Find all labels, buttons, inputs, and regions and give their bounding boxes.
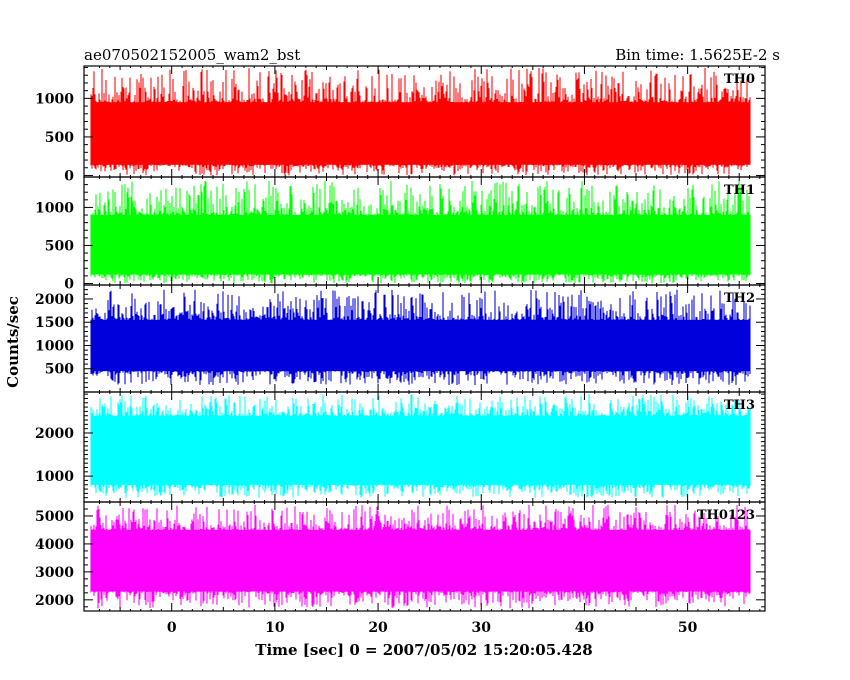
series-th0123 — [90, 504, 751, 609]
y-tick-label: 3000 — [35, 565, 74, 581]
panel-label-th0: TH0 — [724, 72, 755, 87]
y-tick-label: 2000 — [35, 593, 74, 609]
series-th1 — [90, 180, 751, 284]
y-tick-label: 4000 — [35, 537, 74, 553]
x-tick-label: 10 — [265, 620, 285, 636]
x-tick-label: 0 — [167, 620, 177, 636]
y-tick-label: 2000 — [35, 292, 74, 308]
y-axis-label: Counts/sec — [4, 296, 22, 388]
panels-group: TH005001000TH105001000TH2500100015002000… — [35, 65, 766, 636]
panel-label-th2: TH2 — [724, 291, 755, 306]
x-tick-label: 20 — [368, 620, 388, 636]
y-tick-label: 500 — [45, 130, 74, 146]
y-tick-label: 1000 — [35, 200, 74, 216]
y-tick-label: 500 — [45, 238, 74, 254]
y-tick-label: 1000 — [35, 469, 74, 485]
panel-label-th3: TH3 — [724, 398, 755, 413]
y-tick-label: 1500 — [35, 315, 74, 331]
y-tick-label: 0 — [64, 276, 74, 292]
series-th2 — [90, 289, 751, 385]
y-tick-label: 2000 — [35, 426, 74, 442]
y-tick-label: 0 — [64, 168, 74, 184]
y-tick-label: 1000 — [35, 338, 74, 354]
y-tick-label: 5000 — [35, 509, 74, 525]
x-axis-label: Time [sec] 0 = 2007/05/02 15:20:05.428 — [255, 641, 592, 659]
series-th0 — [90, 67, 751, 176]
y-tick-label: 1000 — [35, 91, 74, 107]
y-tick-label: 500 — [45, 362, 74, 378]
x-tick-label: 40 — [575, 620, 595, 636]
panel-label-th1: TH1 — [724, 183, 755, 198]
panel-label-th0123: TH0123 — [697, 508, 755, 523]
series-th3 — [90, 394, 751, 498]
x-tick-label: 30 — [472, 620, 492, 636]
bin-time-label: Bin time: 1.5625E-2 s — [615, 46, 780, 64]
x-tick-label: 50 — [678, 620, 698, 636]
chart-title: ae070502152005_wam2_bst — [84, 46, 300, 64]
panel-frame-th0123 — [83, 501, 766, 612]
